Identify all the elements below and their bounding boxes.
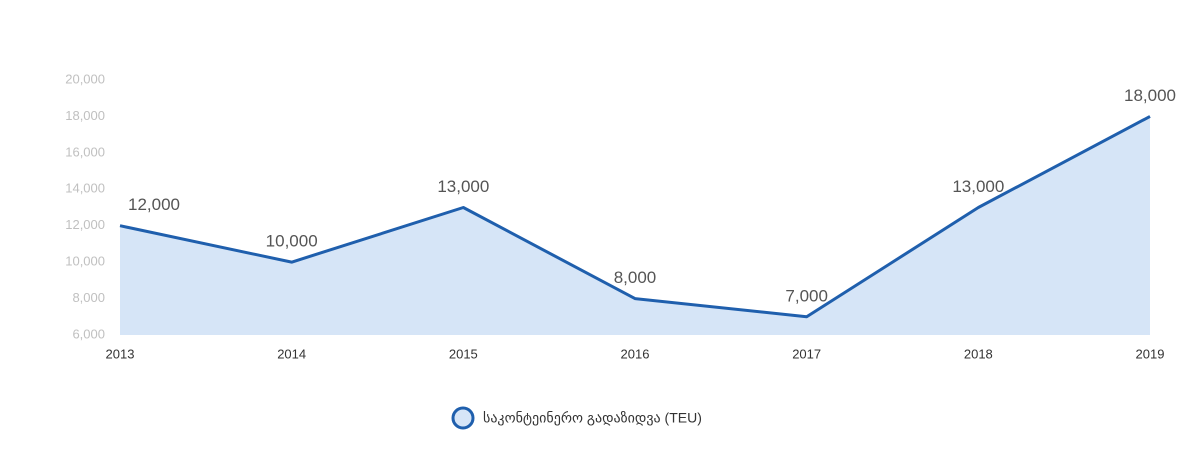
x-tick-label: 2013 — [106, 346, 135, 361]
legend-label: საკონტეინერო გადაზიდვა (TEU) — [483, 410, 702, 426]
area — [120, 116, 1150, 335]
data-label: 7,000 — [785, 286, 828, 305]
y-tick-label: 14,000 — [65, 181, 105, 196]
y-tick-label: 6,000 — [72, 326, 105, 341]
y-tick-label: 8,000 — [72, 290, 105, 305]
x-tick-label: 2016 — [621, 346, 650, 361]
data-label: 13,000 — [952, 177, 1004, 196]
y-tick-label: 16,000 — [65, 144, 105, 159]
x-tick-label: 2014 — [277, 346, 306, 361]
y-tick-label: 18,000 — [65, 108, 105, 123]
x-tick-label: 2018 — [964, 346, 993, 361]
y-tick-label: 12,000 — [65, 217, 105, 232]
data-label: 12,000 — [128, 195, 180, 214]
line — [119, 115, 1151, 319]
x-tick-label: 2017 — [792, 346, 821, 361]
legend-marker — [451, 406, 475, 430]
y-tick-label: 20,000 — [65, 71, 105, 86]
x-tick-label: 2015 — [449, 346, 478, 361]
data-label: 8,000 — [614, 268, 657, 287]
x-tick-label: 2019 — [1136, 346, 1165, 361]
data-label: 18,000 — [1124, 86, 1176, 105]
data-label: 13,000 — [437, 177, 489, 196]
data-label: 10,000 — [266, 232, 318, 251]
y-tick-label: 10,000 — [65, 254, 105, 269]
